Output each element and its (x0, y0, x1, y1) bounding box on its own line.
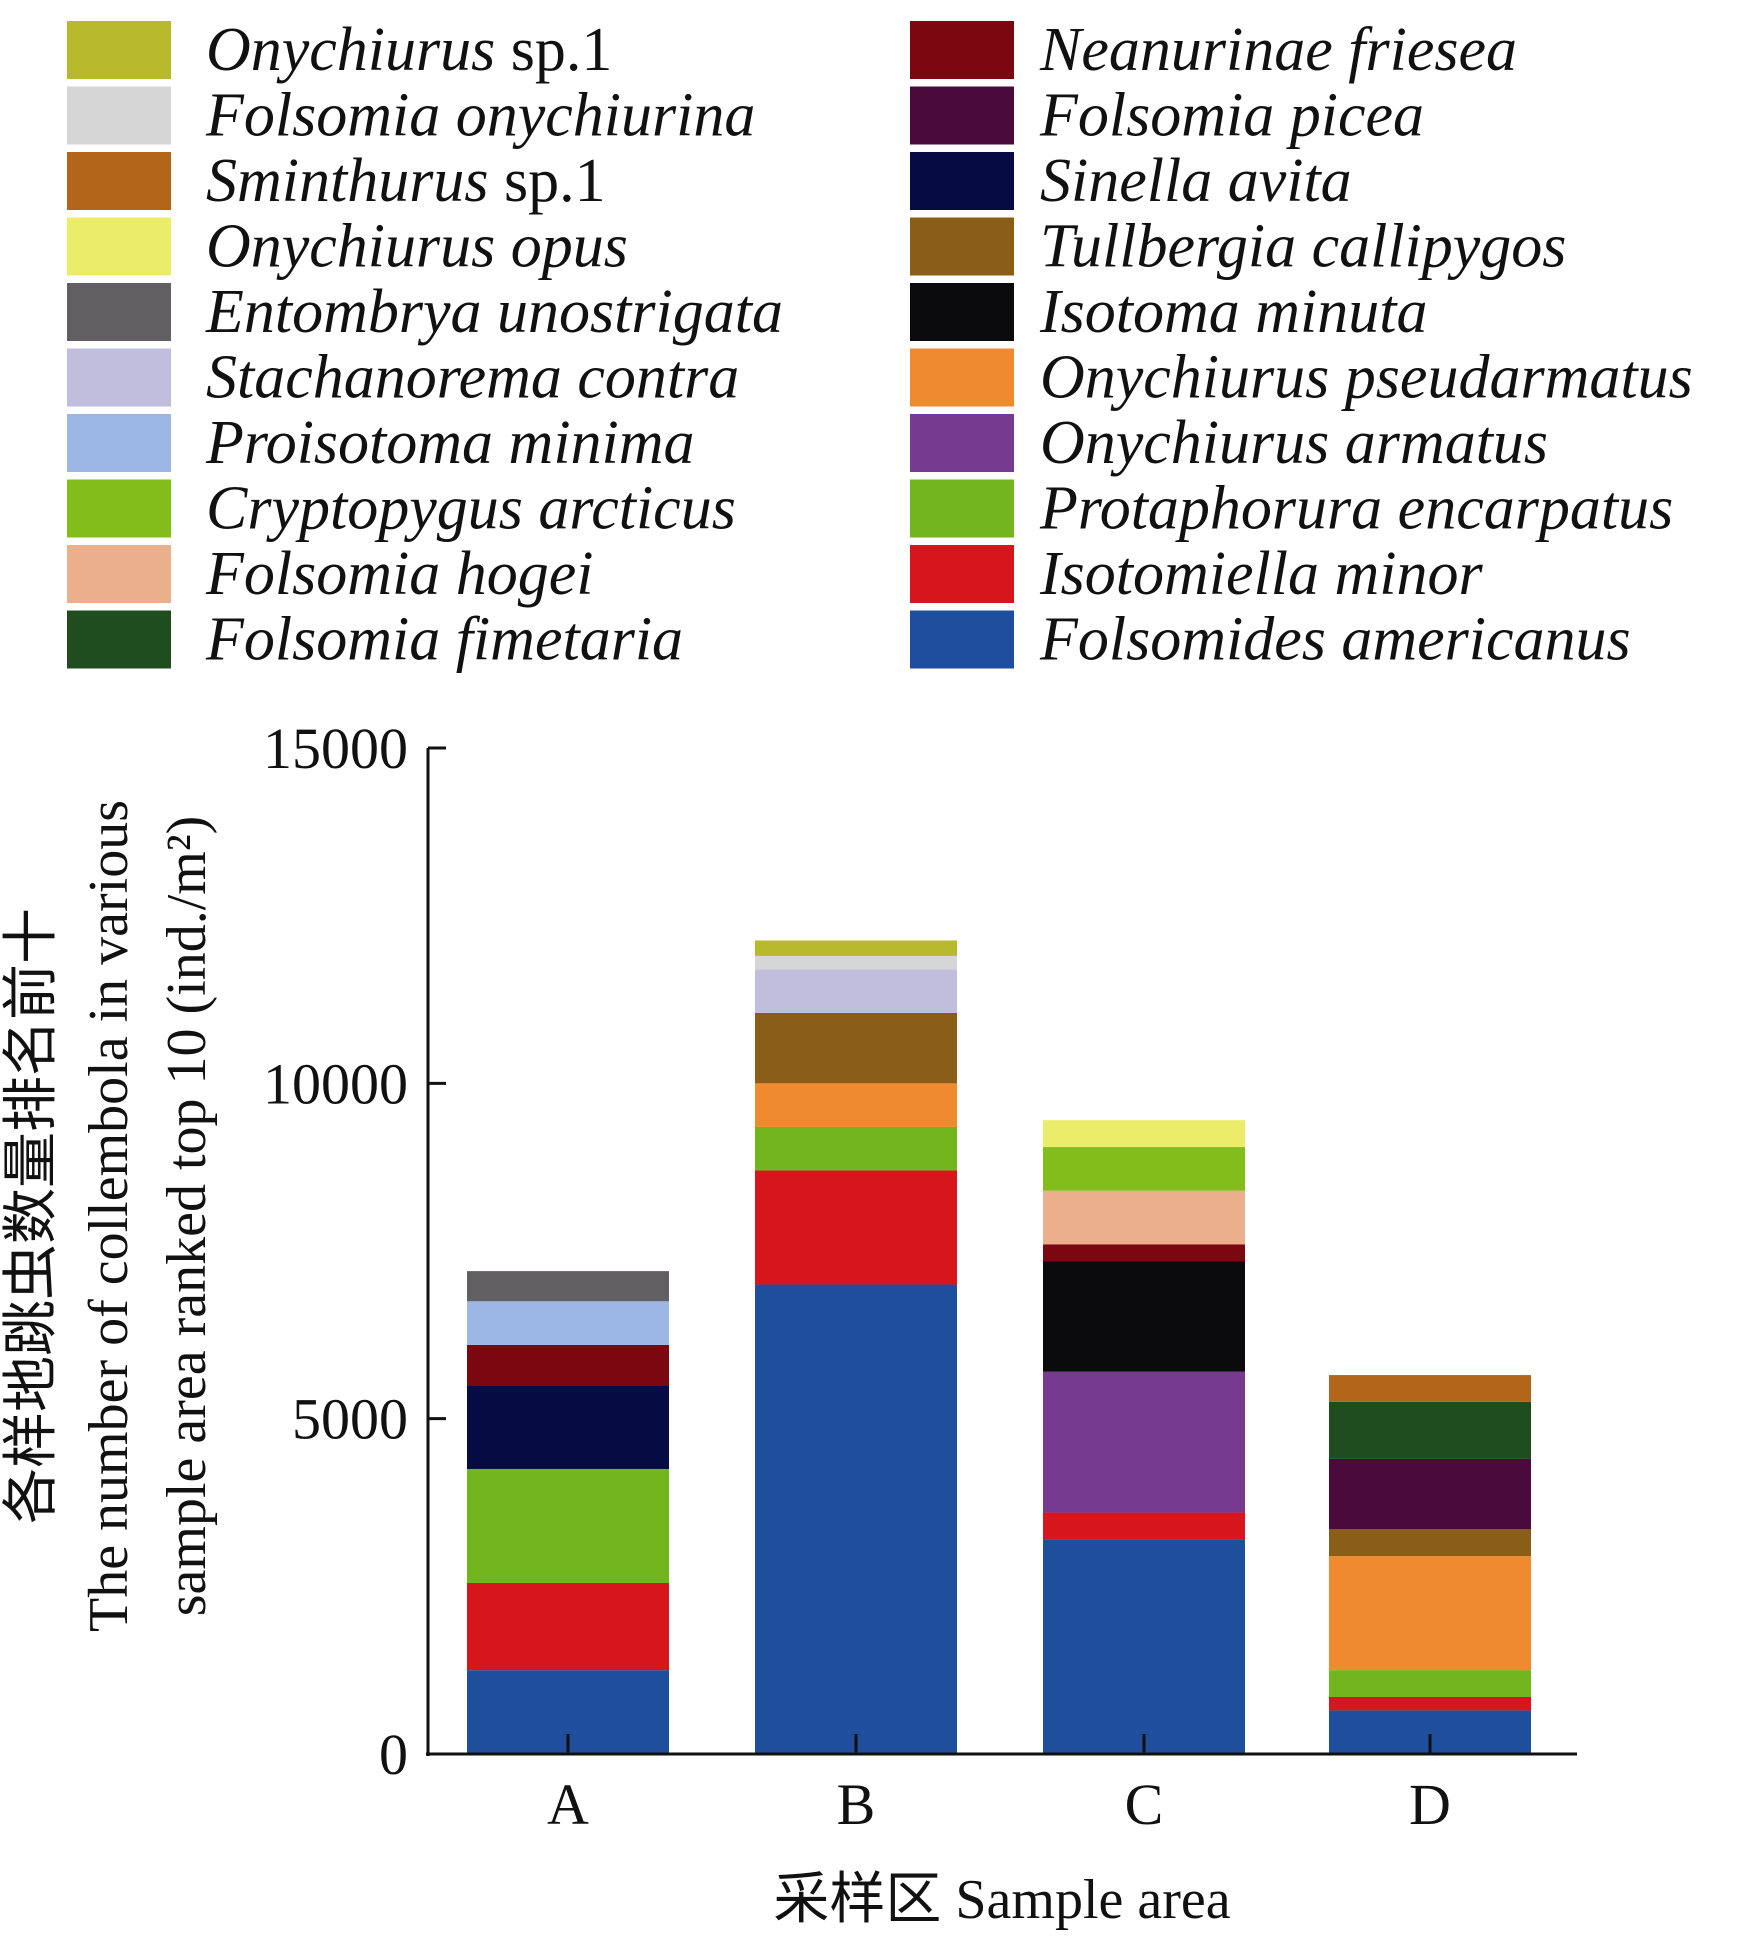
legend-swatch (910, 21, 1014, 79)
legend-label: Folsomides americanus (1039, 606, 1631, 674)
legend-swatch (910, 348, 1014, 407)
x-tick-label: B (837, 1772, 876, 1837)
bar-segment (1043, 1539, 1245, 1754)
y-axis-title-line-1: 各样地跳虫数量排名前十 (1, 908, 63, 1524)
bar-segment (467, 1301, 669, 1345)
y-axis-title-line-3: sample area ranked top 10 (ind./m²) (156, 816, 218, 1617)
bar-segment (755, 1126, 957, 1171)
bar-segment (467, 1271, 669, 1302)
legend-swatch (910, 545, 1014, 603)
legend-swatch (67, 86, 171, 145)
legend-swatch (910, 283, 1014, 341)
y-tick-label: 15000 (263, 716, 408, 781)
bar-segment (755, 1170, 957, 1285)
bar-segment (1043, 1512, 1245, 1540)
y-tick-label: 10000 (263, 1051, 408, 1116)
x-tick-label: C (1125, 1772, 1164, 1837)
bar-segment (1329, 1556, 1531, 1671)
legend-label: Onychiurus armatus (1040, 409, 1548, 477)
y-tick-label: 0 (379, 1722, 408, 1787)
x-tick-label: A (547, 1772, 589, 1837)
bar-segment (1043, 1244, 1245, 1262)
legend-swatch (910, 414, 1014, 472)
bar-segment (755, 955, 957, 970)
legend-label: Tullbergia callipygos (1040, 213, 1566, 281)
bar-segment (1043, 1190, 1245, 1245)
legend-swatch (910, 479, 1014, 538)
legend-swatch (67, 152, 171, 210)
legend-label: Folsomia fimetaria (205, 606, 683, 674)
x-axis-title: 采样区 Sample area (773, 1869, 1230, 1931)
y-ticks: 0 5000 10000 15000 (263, 716, 446, 1787)
bars (467, 940, 1531, 1754)
legend-swatch (910, 610, 1014, 669)
legend-label: Isotoma minuta (1039, 278, 1428, 346)
bar-segment (1329, 1696, 1531, 1711)
legend-label: Folsomia onychiurina (205, 82, 755, 150)
legend-label: Sminthurus sp.1 (206, 147, 606, 215)
legend-label: Cryptopygus arcticus (206, 475, 736, 543)
bar-segment (467, 1344, 669, 1386)
bar-segment (1329, 1375, 1531, 1402)
x-ticks: A B C D (547, 1734, 1451, 1837)
legend-label: Folsomia hogei (205, 540, 593, 608)
legend-label: Protaphorura encarpatus (1039, 475, 1673, 543)
legend-label: Onychiurus pseudarmatus (1040, 344, 1693, 412)
bar-segment (755, 1083, 957, 1127)
bar-segment (1329, 1401, 1531, 1459)
legend-label: Sinella avita (1040, 147, 1352, 215)
legend-swatch (67, 21, 171, 79)
y-tick-label: 5000 (292, 1387, 408, 1452)
bar-segment (755, 969, 957, 1013)
bar-segment (1043, 1371, 1245, 1513)
legend-label: Neanurinae friesea (1039, 16, 1517, 84)
legend-swatch (910, 86, 1014, 145)
legend-swatch (67, 283, 171, 341)
bar-segment (755, 940, 957, 956)
legend-swatch (67, 414, 171, 472)
bar-segment (1329, 1458, 1531, 1530)
bar-segment (467, 1468, 669, 1583)
bar-segment (1043, 1261, 1245, 1372)
legend-label: Folsomia picea (1039, 82, 1424, 150)
bar-segment (1043, 1147, 1245, 1191)
legend-label: Proisotoma minima (205, 409, 695, 477)
y-axis-title-line-2: The number of collembola in various (78, 800, 140, 1632)
legend-swatch (67, 348, 171, 407)
x-tick-label: D (1409, 1772, 1451, 1837)
y-axis-title: 各样地跳虫数量排名前十 The number of collembola in … (1, 800, 218, 1632)
bar-segment (1043, 1120, 1245, 1148)
legend-label: Entombrya unostrigata (205, 278, 783, 346)
bar-segment (1329, 1670, 1531, 1697)
bar-segment (755, 1012, 957, 1084)
legend-swatch (910, 152, 1014, 210)
bar-segment (1329, 1529, 1531, 1557)
axes (426, 748, 1577, 1756)
legend-label: Isotomiella minor (1039, 540, 1483, 608)
bar-segment (467, 1582, 669, 1671)
legend-swatch (67, 479, 171, 538)
legend-swatch (67, 217, 171, 276)
legend-swatch (67, 610, 171, 669)
bar-segment (467, 1385, 669, 1469)
legend-swatch (910, 217, 1014, 276)
bar-segment (755, 1284, 957, 1754)
legend-label: Onychiurus opus (206, 213, 628, 281)
legend-swatch (67, 545, 171, 603)
legend-label: Onychiurus sp.1 (206, 16, 612, 84)
legend-label: Stachanorema contra (206, 344, 739, 412)
